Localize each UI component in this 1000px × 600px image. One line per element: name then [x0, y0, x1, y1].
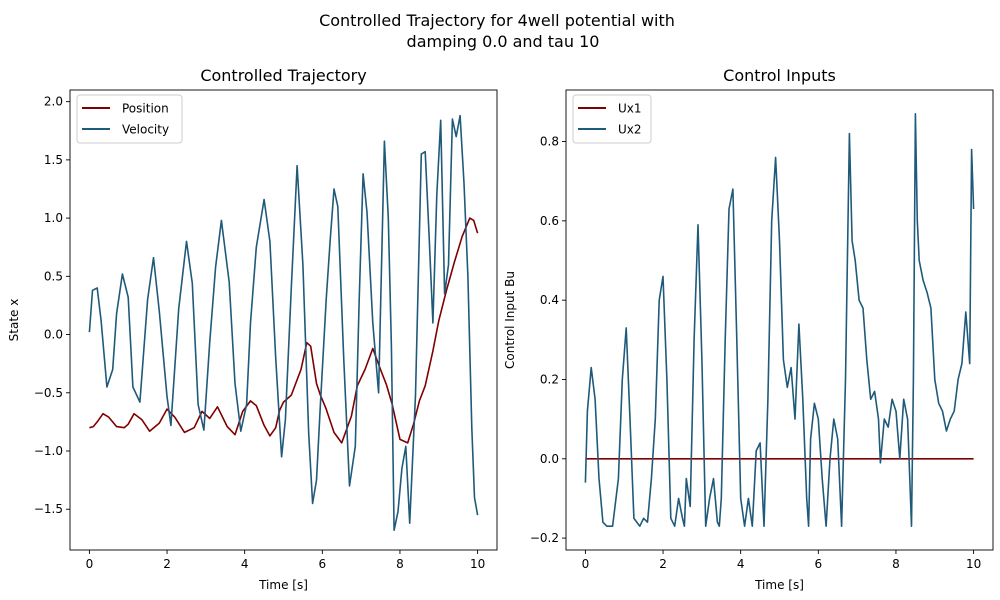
- control-xtick-label: 6: [814, 557, 822, 571]
- control-ytick-label: 0.6: [540, 214, 559, 228]
- trajectory-ytick-label: 0.0: [44, 328, 63, 342]
- control-series-ux2-line: [584, 113, 975, 528]
- control-ytick-label: 0.8: [540, 135, 559, 149]
- trajectory-ytick-label: −0.5: [34, 386, 63, 400]
- control-title: Control Inputs: [723, 66, 836, 85]
- trajectory-xtick-label: 0: [86, 557, 94, 571]
- trajectory-xtick-label: 8: [396, 557, 404, 571]
- trajectory-ytick-label: 0.5: [44, 269, 63, 283]
- control-ylabel: Control Input Bu: [503, 271, 517, 369]
- trajectory-title: Controlled Trajectory: [200, 66, 366, 85]
- trajectory-legend: Position Velocity: [76, 94, 183, 144]
- control-ytick-label: 0.4: [540, 293, 559, 307]
- control-xlabel: Time [s]: [754, 578, 804, 592]
- trajectory-xtick-label: 2: [163, 557, 171, 571]
- trajectory-series-position-line: [89, 217, 479, 444]
- trajectory-ytick-label: 2.0: [44, 95, 63, 109]
- trajectory-ytick-label: 1.0: [44, 211, 63, 225]
- trajectory-series-velocity-line: [88, 114, 479, 532]
- control-xtick-label: 8: [892, 557, 900, 571]
- trajectory-legend-label-velocity: Velocity: [122, 123, 169, 137]
- figure-suptitle-line2: damping 0.0 and tau 10: [407, 32, 600, 51]
- trajectory-xtick-label: 4: [241, 557, 249, 571]
- control-xtick-label: 4: [737, 557, 745, 571]
- trajectory-xlabel: Time [s]: [258, 578, 308, 592]
- trajectory-xtick-label: 6: [318, 557, 326, 571]
- trajectory-ylabel: State x: [7, 299, 21, 342]
- trajectory-axes-frame: [69, 89, 498, 551]
- control-legend: Ux1 Ux2: [572, 94, 652, 144]
- chart-control-inputs: Control Inputs 0 2 4 6 8 10 −0.2 0.0 0.2 0.4 0.6 0.8…: [503, 66, 994, 592]
- control-plot-lines: [584, 113, 975, 528]
- trajectory-ytick-label: −1.0: [34, 444, 63, 458]
- trajectory-ytick-label: −1.5: [34, 502, 63, 516]
- control-legend-label-ux1: Ux1: [618, 102, 642, 116]
- trajectory-legend-label-position: Position: [122, 102, 169, 116]
- chart-controlled-trajectory: Controlled Trajectory 0 2 4 6 8 10 −1.5 −1.0 −0.5…: [7, 66, 498, 592]
- control-xtick-label: 2: [659, 557, 667, 571]
- control-ytick-label: −0.2: [530, 531, 559, 545]
- control-xtick-label: 10: [966, 557, 981, 571]
- trajectory-ytick-label: 1.5: [44, 153, 63, 167]
- control-legend-label-ux2: Ux2: [618, 123, 642, 137]
- trajectory-plot-lines: [88, 114, 479, 532]
- control-xtick-label: 0: [582, 557, 590, 571]
- trajectory-xtick-label: 10: [470, 557, 485, 571]
- control-ytick-label: 0.0: [540, 452, 559, 466]
- control-ytick-label: 0.2: [540, 372, 559, 386]
- figure-suptitle-line1: Controlled Trajectory for 4well potentia…: [319, 11, 675, 30]
- control-axes-frame: [565, 89, 994, 551]
